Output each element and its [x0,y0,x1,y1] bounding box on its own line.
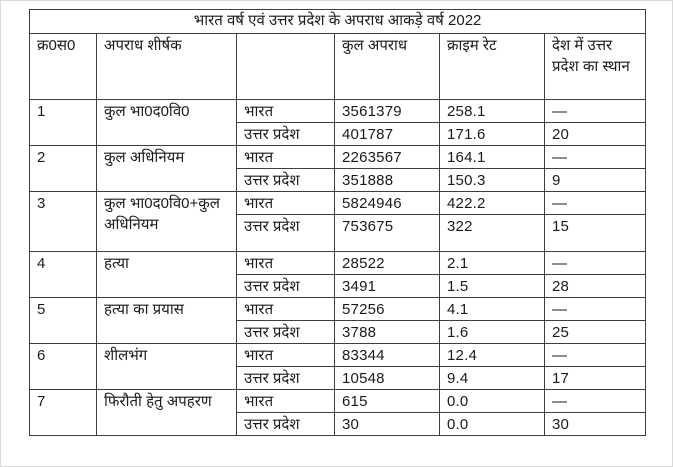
region-cell: उत्तर प्रदेश [236,366,335,390]
serial-cell: 3 [29,191,97,252]
serial-cell: 6 [29,343,97,390]
total-cell: 3491 [334,274,440,298]
rate-cell: 422.2 [439,191,545,215]
serial-cell: 4 [29,251,97,298]
region-cell: भारत [236,389,335,413]
crime-statistics-table: भारत वर्ष एवं उत्तर प्रदेश के अपराध आकड़… [28,9,647,436]
crime-title-cell: शीलभंग [96,343,237,390]
header-serial-no: क्र0स0 [29,33,97,100]
rank-cell: 20 [543,122,647,146]
crime-title-cell: हत्या का प्रयास [96,297,237,344]
rank-cell: 15 [543,214,647,252]
rate-cell: 2.1 [439,251,545,275]
region-cell: भारत [236,297,335,321]
header-region [236,33,335,100]
region-cell: उत्तर प्रदेश [236,320,335,344]
rate-cell: 150.3 [439,168,545,192]
region-cell: उत्तर प्रदेश [236,412,335,436]
rank-cell: — [543,297,647,321]
total-cell: 5824946 [334,191,440,215]
table-row: उत्तर प्रदेश 351888 150.3 9 [30,168,647,192]
total-cell: 3561379 [334,99,440,123]
rank-cell: — [543,145,647,169]
total-cell: 2263567 [334,145,440,169]
table-row: उत्तर प्रदेश 30 0.0 30 [30,412,647,436]
rank-cell: 17 [543,366,647,390]
table-row: 3 कुल भा0द0वि0+कुल अधिनियम भारत 5824946 … [29,191,647,252]
total-cell: 83344 [334,343,440,367]
crime-title-cell: कुल भा0द0वि0+कुल अधिनियम [96,191,237,252]
rank-cell: — [543,191,647,215]
serial-cell: 2 [29,145,97,192]
region-cell: उत्तर प्रदेश [236,214,335,252]
region-cell: भारत [236,145,335,169]
header-up-rank-in-country: देश में उत्तर प्रदेश का स्थान [543,33,647,100]
table-row: उत्तर प्रदेश 401787 171.6 20 [30,122,647,146]
rate-cell: 322 [439,214,545,252]
header-crime-title: अपराध शीर्षक [96,33,237,100]
table-row: 1 कुल भा0द0वि0 भारत 3561379 258.1 — [29,99,647,146]
table-row: 7 फिरौती हेतु अपहरण भारत 615 0.0 — [29,389,647,436]
rate-cell: 1.6 [439,320,545,344]
rate-cell: 12.4 [439,343,545,367]
rank-cell: — [543,389,647,413]
rate-cell: 171.6 [439,122,545,146]
crime-title-cell: कुल अधिनियम [96,145,237,192]
serial-cell: 1 [29,99,97,146]
rate-cell: 0.0 [439,412,545,436]
total-cell: 401787 [334,122,440,146]
crime-title-cell: कुल भा0द0वि0 [96,99,237,146]
header-crime-rate: क्राइम रेट [439,33,545,100]
total-cell: 753675 [334,214,440,252]
rate-cell: 4.1 [439,297,545,321]
total-cell: 28522 [334,251,440,275]
total-cell: 3788 [334,320,440,344]
rate-cell: 9.4 [439,366,545,390]
rank-cell: 25 [543,320,647,344]
region-cell: उत्तर प्रदेश [236,274,335,298]
rate-cell: 1.5 [439,274,545,298]
header-total-crimes: कुल अपराध [334,33,440,100]
region-cell: भारत [236,191,335,215]
rank-cell: 28 [543,274,647,298]
region-cell: भारत [236,343,335,367]
region-cell: उत्तर प्रदेश [236,168,335,192]
table-row: उत्तर प्रदेश 3788 1.6 25 [30,320,647,344]
rank-cell: — [543,99,647,123]
region-cell: भारत [236,251,335,275]
table-title: भारत वर्ष एवं उत्तर प्रदेश के अपराध आकड़… [28,9,647,34]
rate-cell: 164.1 [439,145,545,169]
region-cell: उत्तर प्रदेश [236,122,335,146]
serial-cell: 7 [29,389,97,436]
total-cell: 351888 [334,168,440,192]
region-cell: भारत [236,99,335,123]
rate-cell: 258.1 [439,99,545,123]
total-cell: 30 [334,412,440,436]
crime-title-cell: हत्या [96,251,237,298]
total-cell: 10548 [334,366,440,390]
table-row: 4 हत्या भारत 28522 2.1 — [29,251,647,298]
total-cell: 615 [334,389,440,413]
rank-cell: 9 [543,168,647,192]
total-cell: 57256 [334,297,440,321]
rank-cell: — [543,343,647,367]
serial-cell: 5 [29,297,97,344]
rank-cell: — [543,251,647,275]
table-row: 6 शीलभंग भारत 83344 12.4 — [29,343,647,390]
rate-cell: 0.0 [439,389,545,413]
table-row: उत्तर प्रदेश 753675 322 15 [30,214,647,252]
table-row: 5 हत्या का प्रयास भारत 57256 4.1 — [29,297,647,344]
rank-cell: 30 [543,412,647,436]
crime-title-cell: फिरौती हेतु अपहरण [96,389,237,436]
table-row: 2 कुल अधिनियम भारत 2263567 164.1 — [29,145,647,192]
